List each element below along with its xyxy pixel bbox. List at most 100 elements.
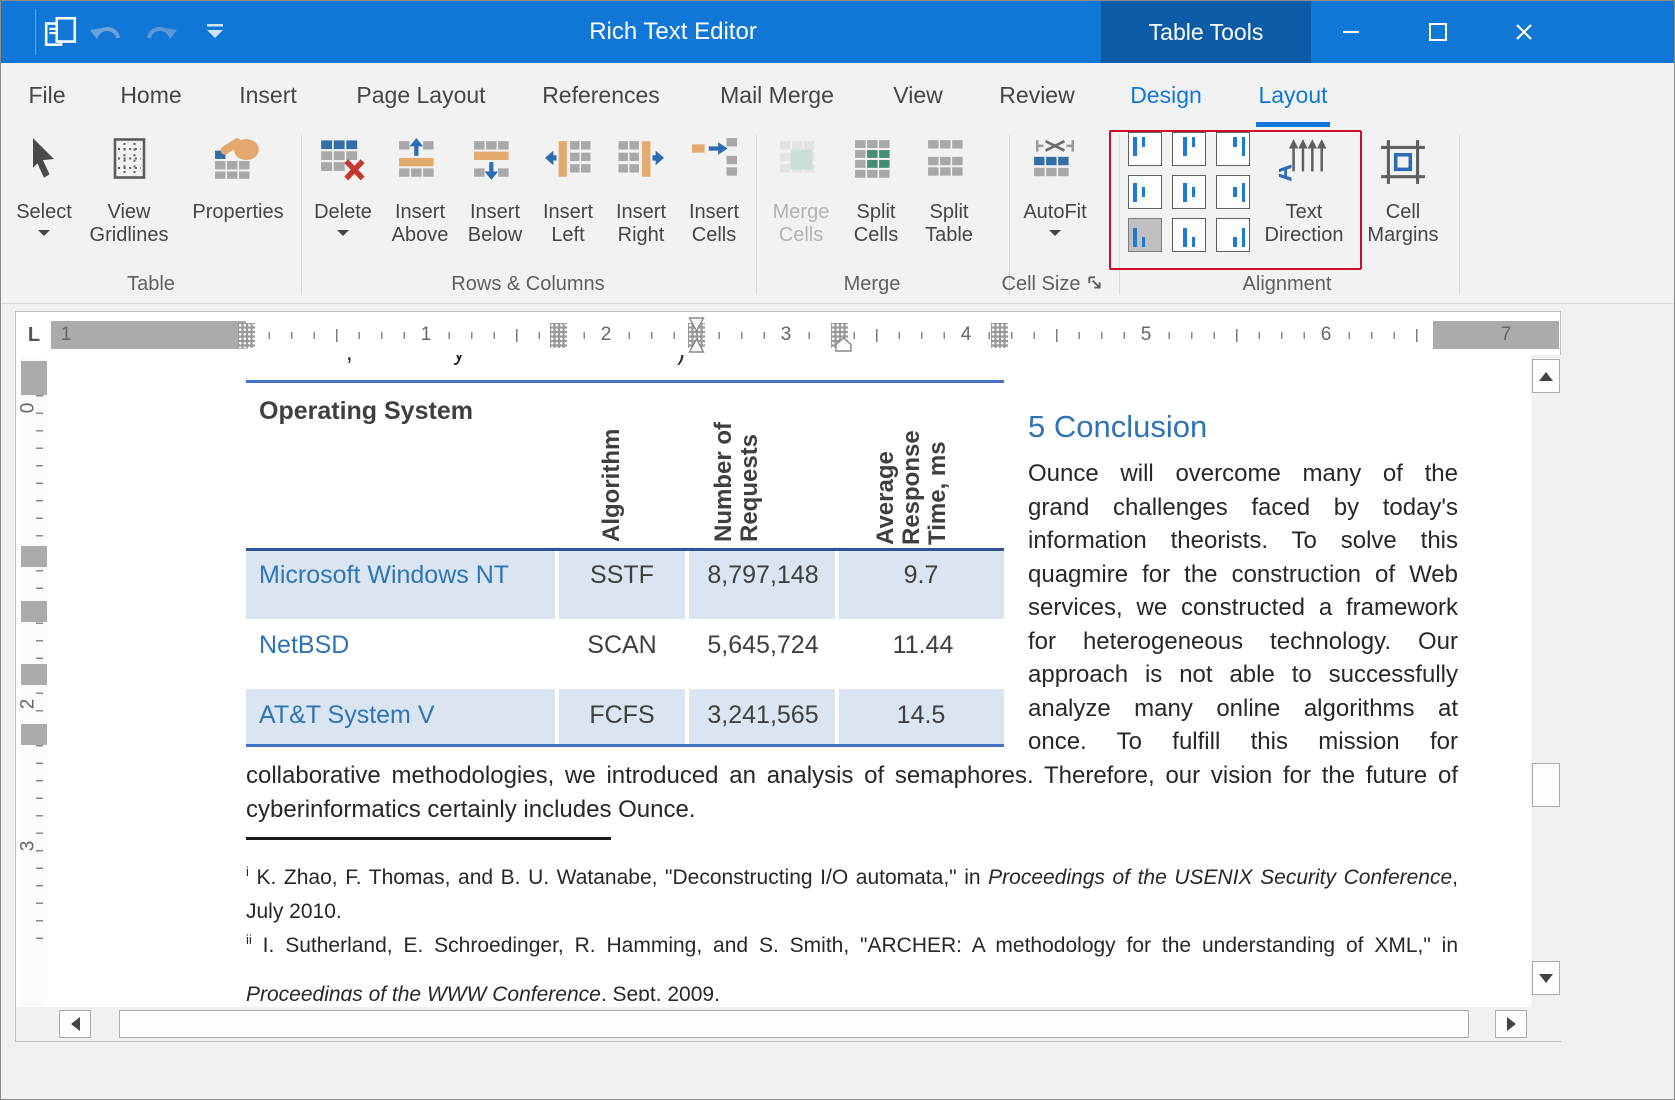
group-separator — [1459, 135, 1460, 295]
footnote-1[interactable]: i K. Zhao, F. Thomas, and B. U. Watanabe… — [246, 864, 1458, 923]
table-column-marker[interactable] — [238, 323, 255, 348]
tab-mail-merge[interactable]: Mail Merge — [720, 82, 834, 108]
insert-right-button[interactable]: Insert Right — [606, 137, 676, 247]
conclusion-heading[interactable]: 5 Conclusion — [1028, 409, 1208, 444]
table-cell-os[interactable]: NetBSD — [259, 631, 350, 659]
table-column-marker[interactable] — [550, 323, 567, 348]
table-column-marker[interactable] — [991, 323, 1008, 348]
text-fragment: y — [453, 355, 465, 367]
redo-icon[interactable] — [142, 18, 178, 51]
cell-gap — [555, 689, 559, 744]
cell-margins-button[interactable]: Cell Margins — [1358, 137, 1448, 247]
insert-cells-icon — [681, 137, 747, 201]
table-cell-avg[interactable]: 11.44 — [892, 631, 954, 659]
text-direction-button[interactable]: A Text Direction — [1249, 137, 1359, 247]
horizontal-ruler[interactable]: 1 1 2 3 4 5 6 7 — [1, 317, 1674, 358]
tab-page-layout[interactable]: Page Layout — [356, 82, 486, 108]
arrow-right-icon — [1506, 1017, 1516, 1031]
align-center-center-button[interactable] — [1172, 175, 1206, 209]
document-page[interactable]: , y ) Operating System Algorithm Number … — [1, 1, 1531, 1001]
align-center-right-button[interactable] — [1216, 175, 1250, 209]
tab-view[interactable]: View — [893, 82, 943, 108]
vertical-ruler[interactable]: 0 2 3 — [17, 355, 47, 1007]
align-bottom-right-button[interactable] — [1216, 218, 1250, 252]
dialog-launcher-icon[interactable] — [1087, 275, 1103, 296]
table-cell-requests[interactable]: 5,645,724 — [707, 631, 819, 659]
table-cell-algorithm[interactable]: SCAN — [587, 631, 657, 659]
align-bottom-left-button-selected[interactable] — [1128, 218, 1162, 252]
table-row[interactable] — [246, 551, 1004, 619]
insert-right-icon — [606, 137, 676, 201]
table-row-marker[interactable] — [21, 546, 47, 567]
table-cell-os[interactable]: Microsoft Windows NT — [259, 561, 510, 589]
table-header-os[interactable]: Operating System — [259, 397, 473, 425]
tab-file[interactable]: File — [28, 82, 66, 108]
app-icon[interactable] — [43, 14, 79, 55]
table-cell-requests[interactable]: 3,241,565 — [707, 701, 819, 729]
table-header-requests[interactable]: Number of Requests — [710, 422, 763, 542]
tab-stop-selector[interactable]: L — [21, 319, 47, 351]
cell-gap — [555, 551, 559, 619]
table-header-avg-response[interactable]: Average Response Time, ms — [872, 430, 951, 545]
scroll-left-button[interactable] — [59, 1010, 91, 1038]
properties-button[interactable]: Properties — [183, 137, 293, 224]
table-bottom-border — [246, 744, 1004, 747]
minimize-button[interactable] — [1308, 1, 1394, 63]
scroll-right-button[interactable] — [1495, 1010, 1527, 1038]
maximize-button[interactable] — [1395, 1, 1481, 63]
tab-review[interactable]: Review — [999, 82, 1075, 108]
table-row[interactable] — [246, 689, 1004, 744]
insert-below-button[interactable]: Insert Below — [460, 137, 530, 247]
indent-marker-hourglass[interactable] — [688, 317, 705, 358]
undo-icon[interactable] — [89, 18, 125, 51]
table-cell-algorithm[interactable]: SSTF — [590, 561, 654, 589]
view-gridlines-button[interactable]: View Gridlines — [81, 137, 177, 247]
split-cells-button[interactable]: Split Cells — [843, 137, 909, 247]
table-cell-avg[interactable]: 9.7 — [903, 561, 939, 589]
insert-above-button[interactable]: Insert Above — [385, 137, 455, 247]
table-cell-avg[interactable]: 14.5 — [896, 701, 946, 729]
table-cell-requests[interactable]: 8,797,148 — [707, 561, 819, 589]
tab-design[interactable]: Design — [1130, 82, 1202, 108]
tab-layout[interactable]: Layout — [1258, 82, 1328, 108]
align-top-left-button[interactable] — [1128, 132, 1162, 166]
table-row-marker[interactable] — [21, 361, 47, 395]
qat-dropdown-icon[interactable] — [204, 24, 226, 47]
insert-left-button[interactable]: Insert Left — [535, 137, 601, 247]
scroll-down-button[interactable] — [1532, 961, 1560, 995]
align-bottom-center-button[interactable] — [1172, 218, 1206, 252]
group-label-merge: Merge — [843, 273, 901, 295]
align-top-right-button[interactable] — [1216, 132, 1250, 166]
table-row-marker[interactable] — [21, 601, 47, 622]
table-row-marker[interactable] — [21, 664, 47, 685]
autofit-button[interactable]: AutoFit — [1010, 137, 1100, 236]
select-button[interactable]: Select — [4, 137, 84, 236]
ruler-number: 6 — [1316, 323, 1336, 347]
tab-insert[interactable]: Insert — [239, 82, 297, 108]
conclusion-paragraph[interactable]: Ounce will overcome many of the grand ch… — [1028, 460, 1458, 755]
group-label-rows-columns: Rows & Columns — [451, 273, 605, 295]
dropdown-caret — [38, 230, 50, 236]
table-column-marker[interactable] — [688, 323, 705, 348]
footnote-2[interactable]: ii I. Sutherland, E. Schroedinger, R. Ha… — [246, 932, 1458, 957]
tab-references[interactable]: References — [542, 82, 660, 108]
horizontal-scroll-thumb[interactable] — [119, 1010, 1469, 1038]
align-center-left-button[interactable] — [1128, 175, 1162, 209]
table-cell-os[interactable]: AT&T System V — [259, 701, 435, 729]
align-top-center-button[interactable] — [1172, 132, 1206, 166]
vertical-scrollbar[interactable] — [1531, 355, 1561, 1007]
table-cell-algorithm[interactable]: FCFS — [589, 701, 655, 729]
indent-marker-pentagon[interactable] — [835, 337, 852, 357]
table-header-algorithm[interactable]: Algorithm — [598, 428, 625, 542]
vertical-scroll-thumb[interactable] — [1532, 763, 1560, 807]
context-tab-label: Table Tools — [1148, 18, 1264, 45]
insert-cells-button[interactable]: Insert Cells — [681, 137, 747, 247]
split-table-button[interactable]: Split Table — [916, 137, 982, 247]
body-paragraph[interactable]: collaborative methodologies, we introduc… — [246, 762, 1458, 823]
scroll-up-button[interactable] — [1532, 359, 1560, 393]
ribbon-tab-row: File Home Insert Page Layout References … — [1, 63, 1674, 128]
tab-home[interactable]: Home — [120, 82, 182, 108]
table-row-marker[interactable] — [21, 724, 47, 745]
delete-button[interactable]: Delete — [304, 137, 382, 236]
close-button[interactable] — [1481, 1, 1567, 63]
